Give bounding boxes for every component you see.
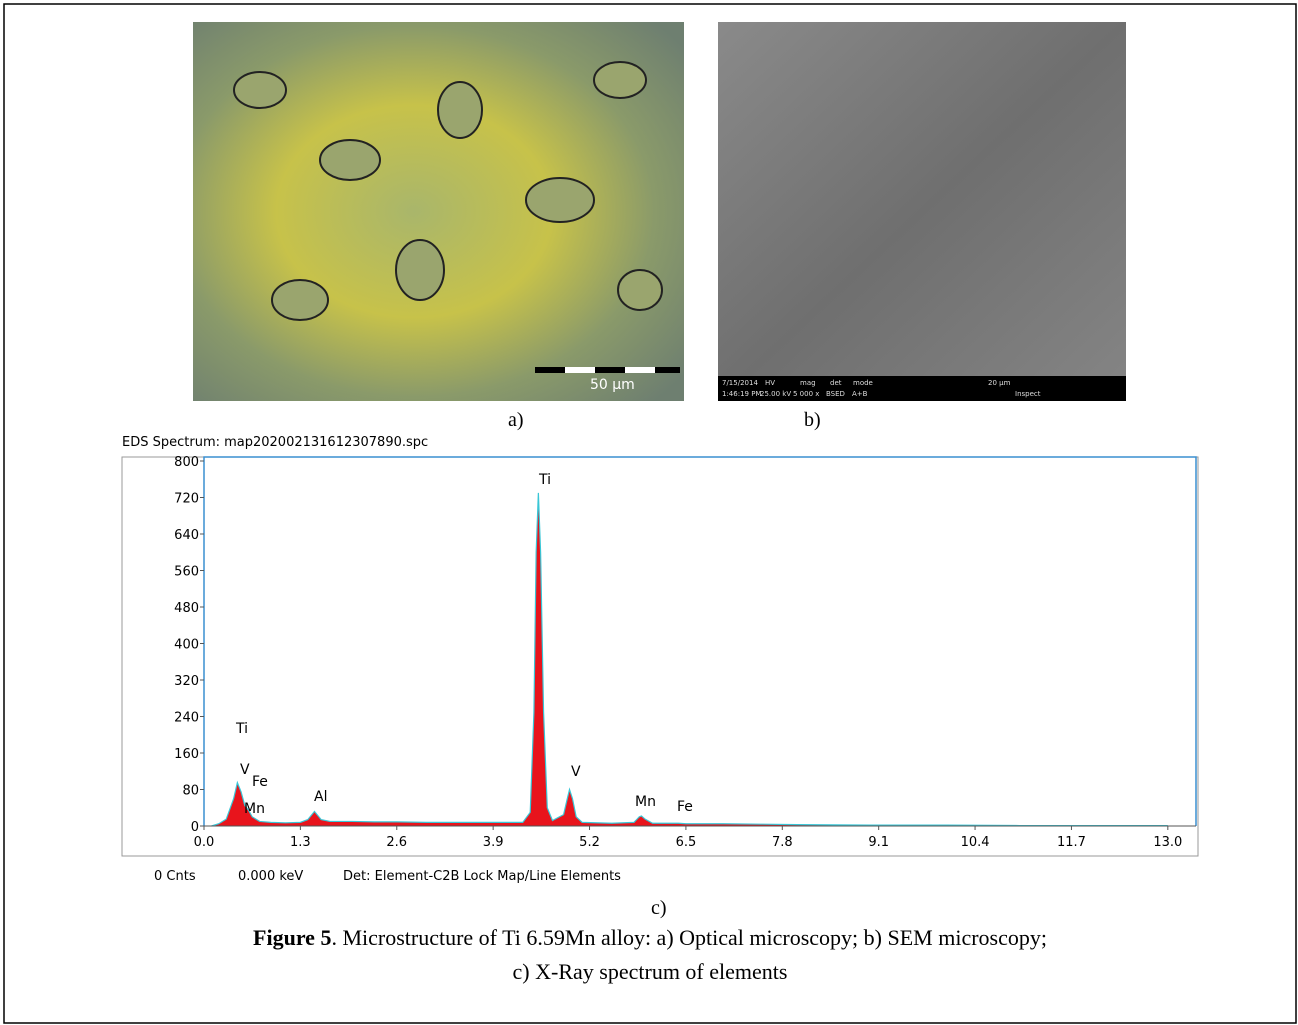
y-tick-label: 800 <box>174 455 199 470</box>
scale-bar <box>535 367 680 373</box>
y-tick-label: 80 <box>182 784 199 799</box>
sem-info-text: HV <box>765 379 775 387</box>
peak-label: Fe <box>677 799 693 815</box>
sem-info-text: 5 000 x <box>793 390 819 398</box>
peak-label: V <box>571 764 581 780</box>
y-tick-label: 240 <box>174 711 199 726</box>
panel-label: c) <box>651 897 667 919</box>
sem-image <box>718 22 1126 401</box>
x-tick-label: 0.0 <box>194 835 215 850</box>
sem-info-text: 7/15/2014 <box>722 379 758 387</box>
caption-text: c) X-Ray spectrum of elements <box>513 959 788 984</box>
y-tick-label: 0 <box>191 820 199 835</box>
sem-info-text: mag <box>800 379 816 387</box>
sem-info-text: det <box>830 379 842 387</box>
peak-label: Ti <box>235 721 248 737</box>
spectrum-area <box>211 493 1167 826</box>
footer-text: 0.000 keV <box>238 869 303 884</box>
x-tick-label: 11.7 <box>1057 835 1086 850</box>
chart-frame <box>122 457 1198 856</box>
plot-frame <box>204 457 1196 826</box>
x-tick-label: 6.5 <box>676 835 697 850</box>
scale-bar <box>565 367 595 373</box>
sem-info-text: BSED <box>826 390 845 398</box>
sem-info-text: 20 µm <box>988 379 1011 387</box>
y-tick-label: 720 <box>174 492 199 507</box>
peak-label: Mn <box>635 794 656 810</box>
footer-text: 0 Cnts <box>154 869 196 884</box>
caption-text: . Microstructure of Ti 6.59Mn alloy: a) … <box>331 925 1047 950</box>
spectrum-header: EDS Spectrum: map202002131612307890.spc <box>122 435 428 450</box>
panel-label: a) <box>508 409 524 431</box>
peak-label: Mn <box>244 801 265 817</box>
footer-text: Det: Element-C2B Lock Map/Line Elements <box>343 869 621 884</box>
y-tick-label: 640 <box>174 528 199 543</box>
sem-info-text: A+B <box>852 390 868 398</box>
x-tick-label: 2.6 <box>386 835 407 850</box>
x-tick-label: 7.8 <box>772 835 793 850</box>
peak-label: V <box>240 762 250 778</box>
y-tick-label: 480 <box>174 601 199 616</box>
peak-label: Fe <box>252 774 268 790</box>
caption-label: Figure 5 <box>253 925 331 950</box>
y-tick-label: 400 <box>174 638 199 653</box>
sem-info-text: Inspect <box>1015 390 1041 398</box>
x-tick-label: 3.9 <box>483 835 504 850</box>
y-tick-label: 160 <box>174 747 199 762</box>
figure-page: 50 µm a) 7/15/2014 HV mag det mode 20 µm 1:46:… <box>0 0 1298 1025</box>
spectrum-outline <box>211 493 1167 826</box>
peak-label: Al <box>314 789 327 805</box>
scale-bar <box>625 367 655 373</box>
sem-info-text: 25.00 kV <box>760 390 791 398</box>
x-tick-label: 13.0 <box>1153 835 1182 850</box>
peak-label: Ti <box>538 472 551 488</box>
sem-info-text: 1:46:19 PM <box>722 390 761 398</box>
x-tick-label: 1.3 <box>290 835 311 850</box>
x-tick-label: 5.2 <box>579 835 600 850</box>
y-tick-label: 560 <box>174 565 199 580</box>
panel-label: b) <box>804 409 821 431</box>
scale-label: 50 µm <box>590 377 635 393</box>
x-tick-label: 10.4 <box>961 835 990 850</box>
caption: Figure 5. Microstructure of Ti 6.59Mn al… <box>253 925 1047 950</box>
y-tick-label: 320 <box>174 674 199 689</box>
x-tick-label: 9.1 <box>868 835 889 850</box>
sem-info-text: mode <box>853 379 873 387</box>
